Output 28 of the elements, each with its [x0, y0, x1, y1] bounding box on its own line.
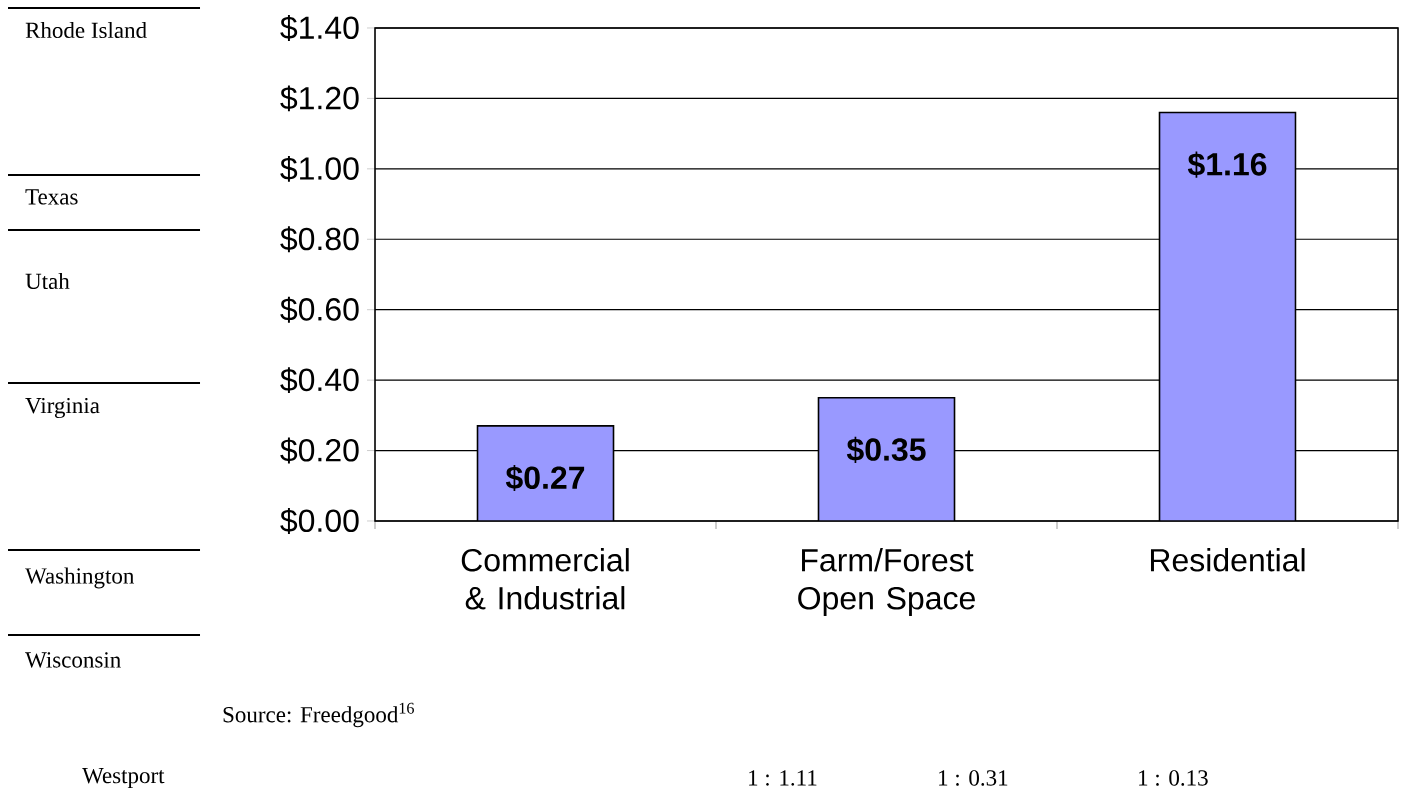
text: Washington	[25, 567, 135, 589]
y-tick-label: $0.20	[280, 437, 359, 464]
bar	[476, 425, 615, 521]
x-tick-label: Residential	[1150, 548, 1305, 572]
text: Texas	[25, 189, 78, 205]
y-tick-label: $1.40	[280, 15, 359, 41]
source-note: Source: Freedgood$^{16}$	[223, 702, 414, 728]
y-tick-label: $0.80	[280, 226, 359, 253]
y-tick-label: $0.40	[280, 367, 359, 394]
text: Virginia	[25, 397, 100, 419]
text: Rhode Island	[25, 21, 147, 39]
y-tick-label: $1.20	[280, 85, 359, 112]
y-tick-label: $0.60	[280, 296, 359, 323]
bar	[817, 396, 956, 521]
data-label: $1.16	[1187, 151, 1267, 178]
x-tick-label: Farm/Forest Open Space	[798, 548, 975, 616]
bar	[1158, 111, 1297, 521]
y-tick-label: $0.00	[280, 508, 359, 534]
text: 1 : 0.31	[939, 770, 1008, 786]
text: Wisconsin	[25, 652, 121, 668]
x-tick-label: Commercial & Industrial	[461, 548, 629, 610]
data-label: $0.35	[846, 436, 926, 463]
y-tick-label: $1.00	[280, 155, 359, 182]
text: Westport	[82, 768, 165, 788]
data-label: $0.27	[505, 464, 585, 492]
text: Utah	[25, 272, 70, 290]
text: 1 : 0.13	[1139, 770, 1208, 786]
text: 1 : 1.11	[749, 770, 817, 786]
